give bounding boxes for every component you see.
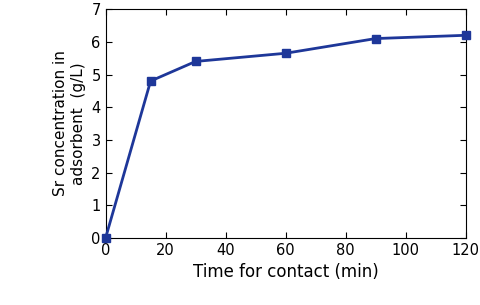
Y-axis label: Sr concentration in
adsorbent  (g/L): Sr concentration in adsorbent (g/L) [53, 51, 86, 196]
X-axis label: Time for contact (min): Time for contact (min) [193, 263, 378, 281]
